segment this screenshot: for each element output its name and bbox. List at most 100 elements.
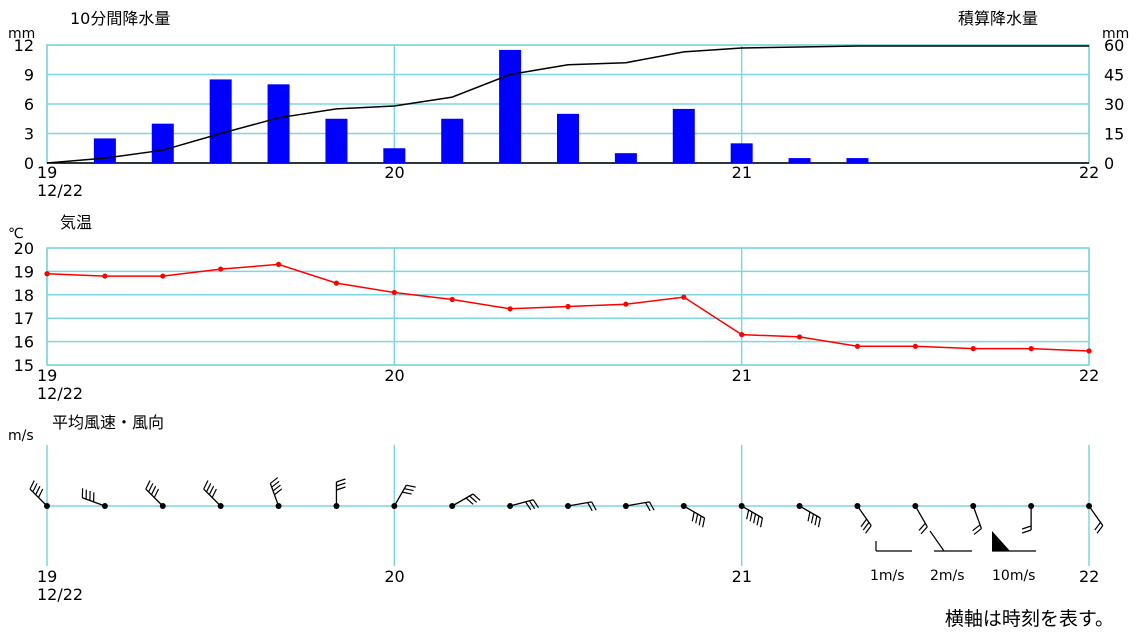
wind-barb-station <box>738 503 745 509</box>
wind-barb-feather <box>336 482 346 487</box>
precip-bar <box>557 113 579 163</box>
wind-barb-station <box>333 503 340 509</box>
x-tick-label: 21 <box>732 366 752 385</box>
x-tick-label: 21 <box>732 567 752 586</box>
temp-point <box>565 303 571 310</box>
wind-barb <box>333 478 346 509</box>
wind-barb-station <box>44 503 50 509</box>
temp-point <box>739 331 745 338</box>
wind-barb-feather <box>150 485 157 495</box>
cumulative-y-tick: 0 <box>1104 154 1114 173</box>
cumulative-y-tick: 45 <box>1104 66 1124 85</box>
x-date-label: 12/22 <box>37 181 83 200</box>
precip-title: 10分間降水量 <box>70 9 170 28</box>
wind-barb-feather <box>406 484 416 488</box>
wind-barb-feather <box>208 485 215 495</box>
wind-barb <box>391 484 416 509</box>
x-tick-label: 20 <box>384 567 404 586</box>
wind-barb-station <box>796 503 803 509</box>
wind-barb-feather <box>645 502 651 512</box>
wind-barb-feather <box>153 488 160 498</box>
x-tick-label: 22 <box>1079 163 1099 182</box>
wind-barb-feather <box>465 497 474 505</box>
temp-point <box>102 273 108 279</box>
x-tick-label: 20 <box>384 366 404 385</box>
wind-barb <box>29 480 50 509</box>
wind-barb-feather <box>972 524 981 532</box>
wind-barb <box>622 501 655 512</box>
temp-title: 気温 <box>60 213 92 232</box>
wind-barb-feather <box>269 477 279 484</box>
temp-x-ticks: 19 20 21 22 12/22 <box>37 366 1099 403</box>
temp-point <box>391 289 397 296</box>
temp-panel: 気温 ℃ 15 16 17 18 19 20 19 20 21 22 12/22 <box>8 213 1099 403</box>
wind-barb-feather <box>272 484 281 492</box>
wind-barb-feather <box>591 501 597 511</box>
wind-barb-feather <box>756 515 760 526</box>
x-tick-label: 19 <box>37 366 57 385</box>
temp-point <box>1028 346 1034 352</box>
wind-barb-feather <box>648 501 655 511</box>
temp-y-tick: 18 <box>14 286 34 305</box>
wind-barb <box>970 503 983 535</box>
temp-point <box>912 343 918 349</box>
legend-label-2ms: 2m/s <box>930 568 965 584</box>
wind-barb-feather <box>1021 525 1032 530</box>
wind-barb-feather <box>203 480 209 490</box>
wind-barb-feather <box>691 511 695 522</box>
wind-barb <box>81 488 108 509</box>
wind-barb-feather <box>528 500 536 510</box>
x-tick-label: 22 <box>1079 366 1099 385</box>
wind-barb-station <box>680 503 687 509</box>
legend-barb-1ms <box>875 541 912 552</box>
temp-point <box>1086 348 1092 354</box>
wind-barb-feather <box>817 517 821 528</box>
precip-bar <box>614 153 637 163</box>
wind-barb-feather <box>32 483 38 493</box>
wind-barb-feather <box>211 488 217 498</box>
temp-y-tick: 20 <box>14 239 34 258</box>
wind-barb-feather <box>402 491 412 495</box>
wind-barb-feather <box>35 485 41 495</box>
x-date-label: 12/22 <box>37 384 83 403</box>
wind-barb-feather <box>759 517 764 528</box>
wind-barb-feather <box>37 488 44 498</box>
temp-y-tick: 17 <box>14 309 34 328</box>
wind-barb-feather <box>865 525 872 534</box>
precip-bar <box>730 143 753 163</box>
cumulative-y-ticks: 0 15 30 45 60 <box>1104 36 1124 173</box>
wind-barb-feather <box>862 522 870 531</box>
precip-y-tick: 12 <box>14 36 34 55</box>
cumulative-title: 積算降水量 <box>958 9 1038 28</box>
wind-barb-feather <box>29 480 35 490</box>
wind-barb-feather <box>807 511 811 522</box>
legend-barb-10ms <box>992 531 1036 552</box>
precip-bars <box>93 49 869 163</box>
temp-y-tick: 15 <box>14 356 34 375</box>
wind-barb-station <box>1028 503 1035 509</box>
wind-barb-station <box>912 503 919 509</box>
wind-barb-feather <box>404 488 414 492</box>
temp-point <box>681 294 687 300</box>
wind-barb-feather <box>472 493 481 501</box>
wind-barb-station <box>275 503 282 509</box>
temp-point <box>44 271 50 277</box>
wind-barb <box>796 503 821 528</box>
wind-barb-feather <box>271 480 280 488</box>
wind-barbs <box>29 477 1104 535</box>
wind-barb-station <box>391 503 398 509</box>
precip-y-tick: 6 <box>24 95 34 114</box>
wind-barb-station <box>217 503 224 509</box>
temp-y-ticks: 15 16 17 18 19 20 <box>14 239 34 375</box>
precip-bar <box>846 158 869 163</box>
temp-unit: ℃ <box>8 226 24 242</box>
precip-y-tick: 3 <box>24 125 34 144</box>
wind-x-ticks: 19 20 21 22 12/22 <box>37 567 1099 604</box>
wind-barb-feather <box>749 511 753 522</box>
precip-bar <box>267 84 290 163</box>
x-tick-label: 20 <box>384 163 404 182</box>
wind-barb-feather <box>746 509 750 520</box>
wind-barb-feather <box>274 488 283 496</box>
temp-point <box>970 346 976 352</box>
x-tick-label: 19 <box>37 567 57 586</box>
